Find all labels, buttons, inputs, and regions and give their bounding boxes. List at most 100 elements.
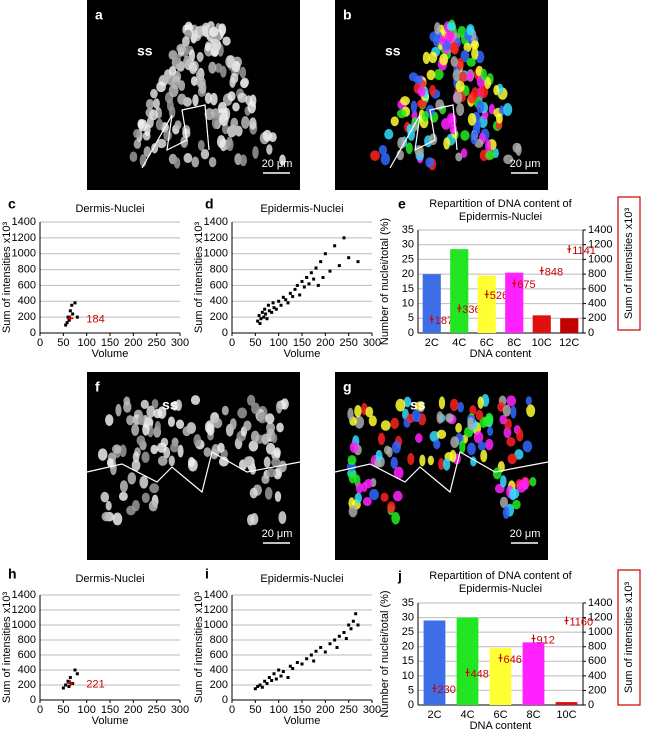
data-point [67,318,71,322]
nucleus [218,456,229,467]
nucleus [459,71,468,83]
y-tick-label: 1400 [204,589,228,601]
data-label: 646 [504,654,522,666]
intensity-point [567,245,572,254]
nucleus [127,472,137,485]
nucleus [466,71,473,82]
nucleus [503,103,513,117]
nucleus [112,512,123,526]
nucleus [503,154,514,165]
data-point [64,323,68,327]
nucleus [433,35,440,47]
data-point [344,637,348,640]
y-tick-label: 400 [18,295,36,307]
nucleus [133,128,141,139]
x-tick-label: 8C [526,709,540,721]
nucleus [278,511,287,524]
nucleus [502,506,510,520]
nucleus [485,139,492,153]
nucleus [427,455,434,466]
nucleus [362,497,372,507]
data-point [279,303,283,307]
nucleus [210,92,218,106]
y-tick-label: 30 [402,239,414,251]
nucleus [480,449,488,463]
nucleus [149,483,160,494]
nucleus [279,154,286,166]
nucleus [166,98,174,112]
nucleus [174,53,181,64]
nucleus [516,428,524,442]
nucleus [151,143,159,154]
data-point [286,676,290,679]
data-point [277,299,281,303]
x-tick-label: 100 [77,704,95,716]
y-tick-label: 10 [402,670,414,682]
data-point [71,312,75,316]
y-tick-label: 1200 [12,604,36,616]
nucleus [446,22,456,32]
nucleus [278,460,287,473]
nucleus [450,41,459,54]
nucleus [182,426,192,437]
y-tick-label: 1000 [204,619,228,631]
nucleus [97,448,108,461]
data-point [264,312,268,316]
nucleus [463,42,472,53]
nucleus [450,436,460,448]
nucleus [275,401,283,414]
x-tick-label: 4C [452,337,466,349]
y-tick-label: 200 [18,679,36,691]
nucleus [226,138,234,152]
y-tick-label: 800 [210,634,228,646]
data-point [75,672,79,676]
chart-title: Epidermis-Nuclei [459,583,542,595]
panel-label: d [205,196,214,212]
bar [477,275,496,333]
nucleus [455,422,462,433]
nucleus [390,116,399,127]
nucleus [200,148,210,160]
y-tick-label: 0 [408,699,414,711]
nucleus [526,404,536,418]
data-point [281,670,285,673]
nucleus [479,149,489,162]
bar [450,249,469,333]
nucleus [216,135,226,149]
nucleus [510,405,517,419]
panel-label: e [398,196,406,212]
nucleus [222,36,231,46]
nucleus [140,399,149,409]
nucleus [507,453,517,465]
nucleus [450,56,458,67]
data-point [257,314,261,318]
nucleus [415,433,423,443]
nucleus [197,140,205,151]
y-tick-label: 1400 [12,589,36,601]
nucleus [475,409,484,421]
nucleus [237,407,248,419]
nucleus [136,435,146,446]
y2-tick-label: 1400 [588,224,612,236]
nucleus [411,409,422,423]
nucleus [390,417,400,430]
y2-tick-label: 200 [588,684,606,696]
panel-label: a [95,7,103,23]
x-tick-label: 50 [57,337,69,349]
nucleus [266,468,277,478]
nucleus [512,142,522,153]
y-tick-label: 1200 [204,232,228,244]
data-point [337,264,341,268]
nucleus [529,476,537,487]
nucleus [177,444,184,458]
nucleus [455,152,463,162]
x-tick-label: 8C [507,337,521,349]
nucleus [243,456,253,467]
data-point [267,309,271,313]
nucleus [195,69,205,80]
nucleus [495,113,503,124]
y-tick-label: 35 [402,597,414,609]
x-tick-label: 50 [57,704,69,716]
nucleus [368,415,377,427]
nucleus [391,511,401,525]
